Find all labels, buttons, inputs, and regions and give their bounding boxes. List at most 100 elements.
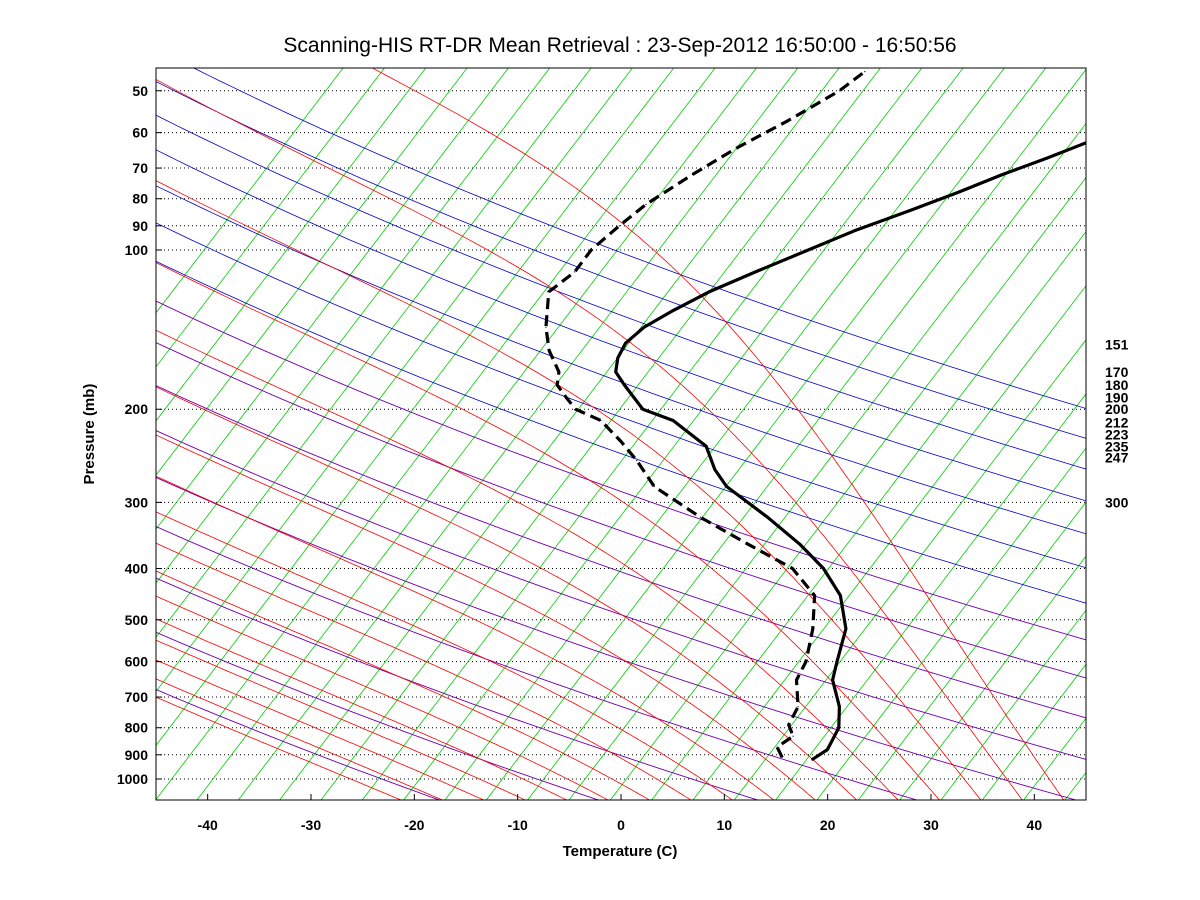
moist-adiabat (156, 262, 941, 800)
x-axis-label: Temperature (C) (563, 843, 678, 860)
mixing-ratio-line (816, 447, 1086, 800)
moist-adiabat (156, 570, 651, 800)
mixing-ratio-line (444, 68, 1005, 800)
mixing-ratio-line (156, 68, 592, 638)
adiabat-overlay (156, 300, 1086, 641)
y-tick-label-70: 70 (132, 160, 148, 176)
series-dewpoint-point-7 (812, 628, 814, 630)
right-annotation-180: 180 (1105, 377, 1129, 393)
y-tick-label-1000: 1000 (117, 771, 148, 787)
series-temperature-point-33 (1196, 99, 1197, 100)
adiabat-overlay (156, 385, 1086, 719)
y-tick-label-400: 400 (125, 560, 149, 576)
mixing-ratio-line (156, 68, 344, 314)
adiabat-overlay (156, 430, 1086, 760)
series-dewpoint-point-13 (636, 459, 638, 462)
y-tick-label-60: 60 (132, 125, 148, 141)
series-dewpoint-point-27 (691, 173, 694, 176)
series-layer (544, 70, 1197, 762)
series-dewpoint-point-11 (699, 516, 701, 518)
series-temperature-point-27 (911, 209, 913, 211)
series-dewpoint-point-25 (618, 225, 620, 227)
dry-adiabat (156, 222, 1086, 569)
mixing-ratio-line (692, 285, 1086, 800)
adiabat-overlay (156, 631, 600, 800)
series-dewpoint-point-3 (788, 724, 790, 726)
y-tick-label-50: 50 (132, 83, 148, 99)
y-tick-label-200: 200 (125, 401, 149, 417)
series-dewpoint-point-14 (620, 440, 622, 442)
dry-adiabat (156, 81, 1086, 439)
series-temperature-point-4 (838, 706, 841, 708)
series-temperature-point-5 (832, 679, 834, 681)
series-temperature-point-16 (642, 408, 644, 410)
series-dewpoint-point-10 (747, 543, 749, 545)
series-dewpoint-point-26 (645, 203, 647, 205)
mixing-ratio-line (899, 555, 1086, 800)
series-temperature-point-19 (617, 357, 619, 359)
mixing-ratio-line (609, 176, 1086, 800)
mixing-ratio-line (403, 68, 964, 800)
mixing-ratio-line (196, 68, 757, 800)
series-temperature-point-21 (643, 326, 645, 328)
moist-adiabat (156, 595, 609, 800)
moist-adiabat (156, 639, 526, 800)
series-temperature-point-30 (1046, 157, 1048, 159)
right-annotation-151: 151 (1105, 337, 1129, 353)
mixing-ratio-line (320, 68, 881, 800)
series-dewpoint-point-16 (575, 408, 577, 410)
adiabat-overlay (156, 526, 918, 800)
mixing-ratio-line (361, 68, 923, 800)
moist-adiabat (156, 618, 568, 800)
y-tick-label-100: 100 (125, 242, 149, 258)
series-dewpoint-point-6 (805, 661, 807, 663)
moist-adiabat (156, 386, 858, 800)
series-dewpoint-point-29 (787, 120, 789, 122)
x-tick-label-40: 40 (1027, 817, 1043, 833)
x-tick-label--40: -40 (198, 817, 218, 833)
series-dewpoint-point-28 (737, 146, 739, 149)
series-temperature-point-10 (799, 543, 801, 545)
mixing-ratio-line (940, 609, 1086, 800)
moist-adiabat (156, 659, 485, 800)
y-axis-label: Pressure (mb) (81, 384, 98, 485)
series-dewpoint-point-19 (558, 371, 560, 373)
y-tick-label-800: 800 (125, 720, 149, 736)
mixing-ratio-line (156, 68, 509, 530)
series-temperature-point-15 (672, 419, 674, 422)
right-annotation-190: 190 (1105, 389, 1129, 405)
series-dewpoint-point-15 (600, 419, 602, 422)
series-dewpoint-point-4 (797, 706, 799, 708)
mixing-ratio-line (156, 68, 716, 800)
series-temperature-point-32 (1144, 120, 1145, 121)
series-dewpoint-point-24 (590, 249, 592, 251)
mixing-ratio-line (1147, 39, 1200, 800)
series-dewpoint-point-1 (776, 746, 778, 748)
moist-adiabat (371, 68, 1065, 800)
y-tick-label-600: 600 (125, 654, 149, 670)
y-tick-label-500: 500 (125, 612, 149, 628)
x-tick-label--10: -10 (508, 817, 528, 833)
series-temperature-point-3 (838, 727, 840, 729)
chart-title: Scanning-HIS RT-DR Mean Retrieval : 23-S… (283, 34, 956, 57)
series-temperature-point-31 (1092, 140, 1093, 141)
dry-adiabat (156, 185, 1086, 535)
series-dewpoint-point-5 (795, 679, 798, 681)
series-temperature-point-23 (708, 291, 710, 293)
series-dewpoint-point-23 (574, 271, 576, 273)
dry-adiabat (156, 260, 1086, 604)
series-temperature-point-29 (1001, 173, 1004, 176)
series-dewpoint-point-31 (864, 71, 866, 73)
moist-adiabat (156, 542, 692, 800)
mixing-ratio-line (156, 68, 468, 476)
series-temperature-point-24 (754, 271, 757, 273)
x-tick-label-30: 30 (923, 817, 939, 833)
adiabat-overlay (156, 477, 1077, 800)
adiabat-overlay (156, 342, 1086, 679)
series-temperature-point-28 (956, 192, 958, 194)
moist-adiabat (156, 329, 899, 800)
series-dewpoint-point-22 (548, 291, 550, 293)
series-dewpoint-point-9 (791, 567, 794, 570)
moist-adiabat (156, 475, 775, 800)
mixing-ratio-line (775, 393, 1086, 800)
